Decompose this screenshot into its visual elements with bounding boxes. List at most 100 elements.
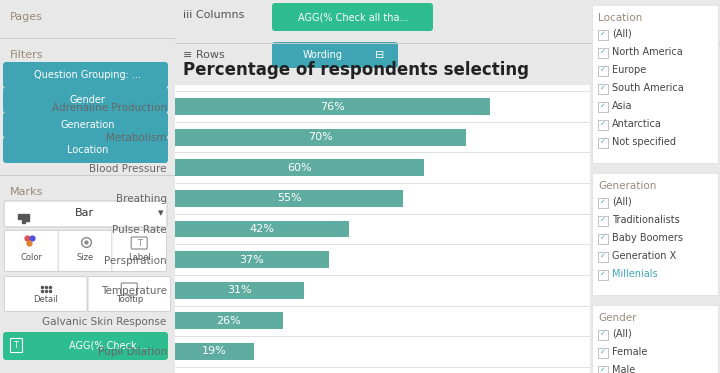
Text: Antarctica: Antarctica <box>612 119 662 129</box>
FancyBboxPatch shape <box>592 305 718 373</box>
Text: 60%: 60% <box>287 163 312 173</box>
Text: ⊟: ⊟ <box>375 50 384 60</box>
FancyBboxPatch shape <box>3 62 168 88</box>
Text: ≡ Rows: ≡ Rows <box>183 50 225 60</box>
Text: 26%: 26% <box>217 316 241 326</box>
Text: Wording: Wording <box>303 50 343 60</box>
Text: Not specified: Not specified <box>612 137 676 147</box>
Text: (All): (All) <box>612 329 631 339</box>
FancyBboxPatch shape <box>58 231 113 272</box>
Text: T: T <box>14 341 19 350</box>
FancyBboxPatch shape <box>592 173 718 295</box>
Bar <box>18 214 20 219</box>
Text: Generation: Generation <box>598 181 657 191</box>
Text: (All): (All) <box>612 29 631 39</box>
Text: ✓: ✓ <box>600 49 606 55</box>
Text: Europe: Europe <box>612 65 647 75</box>
FancyBboxPatch shape <box>598 348 608 357</box>
FancyBboxPatch shape <box>598 29 608 40</box>
Text: AGG(% Check ...: AGG(% Check ... <box>68 340 148 350</box>
FancyBboxPatch shape <box>598 329 608 339</box>
Bar <box>175 220 349 238</box>
Text: ✓: ✓ <box>600 85 606 91</box>
Bar <box>175 159 424 176</box>
Text: Generation X: Generation X <box>612 251 676 261</box>
FancyBboxPatch shape <box>598 66 608 75</box>
FancyBboxPatch shape <box>598 119 608 129</box>
Text: 31%: 31% <box>227 285 251 295</box>
Text: Detail: Detail <box>33 295 58 304</box>
Text: South America: South America <box>612 83 684 93</box>
FancyBboxPatch shape <box>598 366 608 373</box>
FancyBboxPatch shape <box>592 5 718 163</box>
Text: (All): (All) <box>612 197 631 207</box>
Text: T: T <box>137 238 142 248</box>
Text: Percentage of respondents selecting: Percentage of respondents selecting <box>184 61 529 79</box>
Text: Generation: Generation <box>60 120 114 130</box>
Bar <box>175 190 403 207</box>
Text: iii Columns: iii Columns <box>183 10 244 20</box>
Text: ✓: ✓ <box>600 253 606 259</box>
Bar <box>175 343 254 360</box>
Text: ✓: ✓ <box>600 271 606 277</box>
Text: Gender: Gender <box>70 95 105 105</box>
Text: ✓: ✓ <box>600 103 606 109</box>
FancyBboxPatch shape <box>598 197 608 207</box>
Text: 19%: 19% <box>202 347 227 357</box>
Bar <box>175 98 490 115</box>
Text: ✓: ✓ <box>600 121 606 127</box>
Text: 76%: 76% <box>320 101 345 112</box>
FancyBboxPatch shape <box>3 137 168 163</box>
FancyBboxPatch shape <box>598 47 608 57</box>
FancyBboxPatch shape <box>598 138 608 147</box>
Text: 42%: 42% <box>250 224 274 234</box>
Text: Gender: Gender <box>598 313 636 323</box>
FancyBboxPatch shape <box>4 276 87 311</box>
Text: Size: Size <box>77 254 94 263</box>
Text: ✓: ✓ <box>600 367 606 373</box>
FancyBboxPatch shape <box>598 251 608 261</box>
Text: ✓: ✓ <box>600 235 606 241</box>
FancyBboxPatch shape <box>598 101 608 112</box>
Text: Question Grouping: ...: Question Grouping: ... <box>34 70 141 80</box>
FancyBboxPatch shape <box>272 3 433 31</box>
Text: Millenials: Millenials <box>612 269 657 279</box>
FancyBboxPatch shape <box>598 233 608 244</box>
Text: 70%: 70% <box>308 132 333 142</box>
Text: Marks: Marks <box>10 187 43 197</box>
FancyBboxPatch shape <box>3 87 168 113</box>
Text: ✓: ✓ <box>600 67 606 73</box>
Text: ✓: ✓ <box>600 31 606 37</box>
Text: Asia: Asia <box>612 101 632 111</box>
Text: Location: Location <box>598 13 642 23</box>
Text: ✓: ✓ <box>600 349 606 355</box>
Bar <box>175 313 283 329</box>
Bar <box>175 251 328 268</box>
Text: AGG(% Check all tha...: AGG(% Check all tha... <box>298 12 408 22</box>
Text: Baby Boomers: Baby Boomers <box>612 233 683 243</box>
FancyBboxPatch shape <box>112 231 166 272</box>
FancyBboxPatch shape <box>598 84 608 94</box>
Text: ✓: ✓ <box>600 139 606 145</box>
Text: North America: North America <box>612 47 683 57</box>
Text: ✓: ✓ <box>600 199 606 205</box>
FancyBboxPatch shape <box>3 332 168 360</box>
Text: 55%: 55% <box>276 193 302 203</box>
Text: ▾: ▾ <box>158 208 164 218</box>
Bar <box>175 129 466 145</box>
Bar <box>26 214 29 221</box>
Text: Location: Location <box>67 145 108 155</box>
Text: Male: Male <box>612 365 635 373</box>
FancyBboxPatch shape <box>4 231 59 272</box>
Bar <box>175 282 304 299</box>
Text: Filters: Filters <box>10 50 43 60</box>
Text: ✓: ✓ <box>600 217 606 223</box>
Text: Label: Label <box>127 254 150 263</box>
Text: Bar: Bar <box>74 208 94 218</box>
FancyBboxPatch shape <box>3 112 168 138</box>
FancyBboxPatch shape <box>598 216 608 226</box>
Text: Pages: Pages <box>10 12 43 22</box>
FancyBboxPatch shape <box>272 42 398 68</box>
FancyBboxPatch shape <box>4 201 167 227</box>
Text: Traditionalists: Traditionalists <box>612 215 680 225</box>
